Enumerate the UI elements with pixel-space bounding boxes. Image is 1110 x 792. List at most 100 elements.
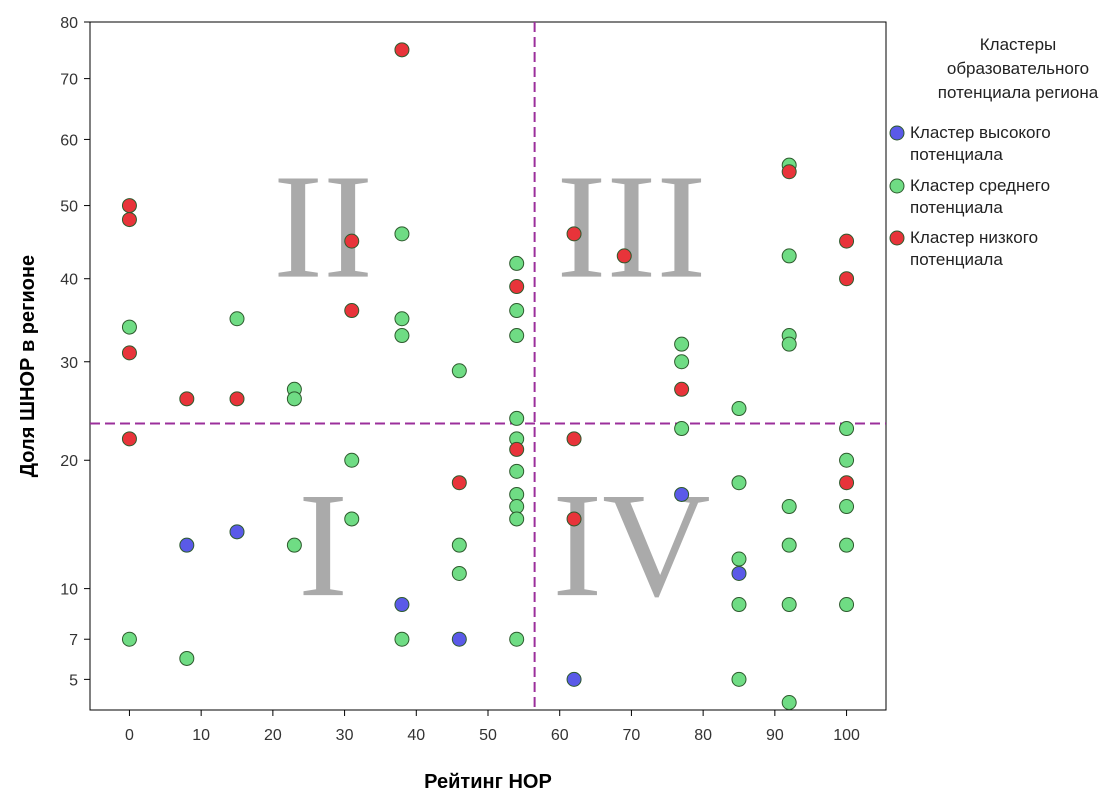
data-point [344,511,360,527]
data-point [394,597,410,613]
data-point [674,354,690,370]
data-point [451,537,467,553]
y-tick-label: 30 [60,355,78,372]
quadrant-label: II [273,144,373,310]
y-tick-label: 40 [60,272,78,289]
legend-marker [889,178,905,194]
y-tick-label: 50 [60,199,78,216]
data-point [509,255,525,271]
data-point [781,499,797,515]
data-point [839,233,855,249]
legend-marker [889,230,905,246]
x-tick-label: 0 [125,727,134,744]
legend-label: Кластер низкого [910,228,1038,247]
x-tick-label: 40 [407,727,425,744]
y-axis-title: Доля ШНОР в регионе [17,255,39,477]
data-point [451,631,467,647]
data-point [121,431,137,447]
legend-label: потенциала [910,250,1003,269]
data-point [344,303,360,319]
legend-label: Кластер высокого [910,123,1051,142]
data-point [566,226,582,242]
data-point [286,391,302,407]
data-point [674,336,690,352]
data-point [229,524,245,540]
quadrant-label: IV [552,462,710,628]
data-point [839,452,855,468]
y-tick-label: 80 [60,15,78,32]
data-point [674,486,690,502]
data-point [229,311,245,327]
data-point [674,381,690,397]
y-tick-label: 20 [60,453,78,470]
data-point [394,631,410,647]
data-point [781,336,797,352]
data-point [731,475,747,491]
data-point [731,565,747,581]
data-point [509,328,525,344]
reference-lines [90,22,886,710]
data-point [509,303,525,319]
data-point [509,279,525,295]
data-point [731,401,747,417]
data-points [121,42,855,711]
legend-label: Кластер среднего [910,176,1050,195]
y-tick-label: 5 [69,672,78,689]
data-point [121,212,137,228]
data-point [566,431,582,447]
data-point [781,597,797,613]
x-tick-label: 70 [623,727,641,744]
x-tick-label: 10 [192,727,210,744]
data-point [839,537,855,553]
data-point [394,42,410,58]
y-tick-label: 7 [69,632,78,649]
x-tick-label: 20 [264,727,282,744]
data-point [509,511,525,527]
x-tick-label: 90 [766,727,784,744]
data-point [286,537,302,553]
legend: Кластеры образовательного потенциала регио… [889,35,1099,269]
plot-frame [89,21,887,711]
x-tick-label: 60 [551,727,569,744]
data-point [566,511,582,527]
data-point [179,537,195,553]
data-point [121,198,137,214]
data-point [839,499,855,515]
x-tick-label: 100 [833,727,860,744]
data-point [121,345,137,361]
data-point [616,248,632,264]
data-point [229,391,245,407]
data-point [839,475,855,491]
x-tick-label: 30 [336,727,354,744]
axes: 0 10 20 30 40 50 60 70 80 90 100 5 7 10 20 30 40 50 60 70 80 [60,15,860,744]
data-point [674,421,690,437]
legend-title: потенциала региона [938,83,1099,102]
data-point [451,565,467,581]
y-tick-label: 70 [60,72,78,89]
data-point [509,410,525,426]
x-axis-title: Рейтинг НОР [424,771,552,792]
data-point [394,328,410,344]
data-point [731,551,747,567]
data-point [781,164,797,180]
x-tick-label: 50 [479,727,497,744]
data-point [781,537,797,553]
data-point [394,311,410,327]
data-point [731,671,747,687]
data-point [839,421,855,437]
y-tick-label: 60 [60,132,78,149]
legend-label: потенциала [910,198,1003,217]
data-point [731,597,747,613]
data-point [509,463,525,479]
data-point [394,226,410,242]
data-point [121,631,137,647]
data-point [451,475,467,491]
x-tick-label: 80 [694,727,712,744]
data-point [781,695,797,711]
data-point [179,650,195,666]
data-point [509,499,525,515]
legend-marker [889,125,905,141]
data-point [566,671,582,687]
data-point [344,452,360,468]
